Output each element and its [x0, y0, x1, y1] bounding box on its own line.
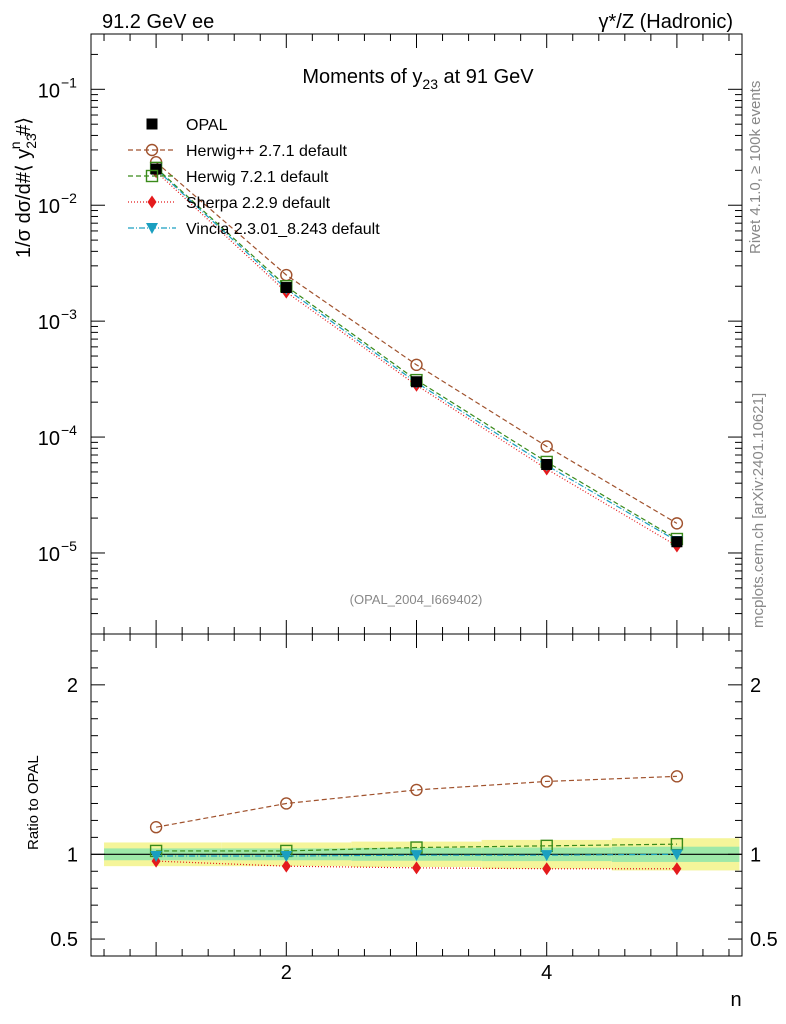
ratio-series-group	[149, 770, 684, 876]
ratio-series-line	[155, 775, 677, 828]
series-marker	[146, 223, 158, 234]
ratio-y-tick-label-right: 1	[750, 844, 761, 866]
x-tick-label: 2	[281, 962, 292, 984]
series-marker	[411, 376, 422, 388]
series-marker	[150, 163, 162, 175]
chart-title-sub: 23	[422, 76, 438, 92]
series-marker	[670, 849, 683, 861]
ratio-series-line	[156, 853, 677, 857]
ratio-series-line	[156, 843, 677, 852]
header-right: γ*/Z (Hadronic)	[599, 11, 733, 33]
main-y-axis-label: 1/σ dσ/d#⟨ y23n #⟩	[7, 117, 39, 258]
legend-label: Herwig 7.2.1 default	[186, 169, 329, 186]
series-line	[155, 161, 678, 524]
legend: OPAL Herwig++ 2.7.1 default Herwig 7.2.1 d…	[128, 117, 380, 238]
series-marker	[280, 282, 292, 294]
ratio-y-tick-label-right: 2	[750, 675, 761, 697]
series-marker	[540, 775, 553, 788]
y-tick-exponent: −1	[61, 74, 77, 90]
series-line	[155, 168, 678, 542]
ratio-y-tick-labels: 2 2 1 1 0.5 0.5	[50, 675, 778, 951]
series-marker	[670, 517, 684, 530]
series-marker	[145, 143, 159, 157]
x-axis-label: n	[730, 989, 741, 1011]
series-marker	[410, 358, 423, 372]
series-marker	[147, 195, 157, 209]
main-y-tick-labels: 10−110−210−310−410−5	[38, 74, 77, 566]
mcplots-label: mcplots.cern.ch [arXiv:2401.10621]	[750, 393, 767, 628]
legend-label: OPAL	[186, 117, 228, 134]
ratio-y-tick-label-left: 0.5	[50, 929, 78, 951]
series-marker	[671, 536, 683, 548]
y-tick-label: 10	[38, 80, 60, 102]
series-marker	[542, 862, 552, 876]
analysis-id: (OPAL_2004_I669402)	[350, 592, 483, 607]
y-tick-label: 10	[38, 196, 60, 218]
x-tick-label: 4	[541, 962, 552, 984]
series-marker	[410, 783, 423, 797]
y-tick-exponent: −4	[61, 422, 77, 438]
series-marker	[670, 770, 684, 783]
ratio-y-tick-label-left: 2	[67, 675, 78, 697]
ratio-y-axis-label: Ratio to OPAL	[25, 755, 42, 850]
series-marker	[672, 862, 682, 876]
series-marker	[280, 851, 293, 863]
y-tick-exponent: −5	[61, 538, 77, 554]
y-tick-label: 10	[38, 428, 60, 450]
series-marker	[412, 861, 421, 875]
series-marker	[541, 458, 553, 470]
header-left: 91.2 GeV ee	[102, 11, 214, 33]
y-tick-exponent: −2	[61, 190, 77, 206]
rivet-version-label: Rivet 4.1.0, ≥ 100k events	[747, 81, 764, 254]
legend-label: Vincia 2.3.01_8.243 default	[186, 221, 380, 238]
series-marker	[540, 440, 553, 453]
series-marker	[540, 850, 553, 862]
chart-title-pre: Moments of y	[302, 66, 422, 88]
chart-title: Moments of y23 at 91 GeV	[302, 66, 534, 92]
series-marker	[149, 821, 163, 834]
ratio-y-tick-label-left: 1	[67, 844, 78, 866]
series-marker	[281, 859, 291, 873]
series-marker	[146, 118, 158, 130]
chart-title-post: at 91 GeV	[438, 66, 534, 88]
y-tick-exponent: −3	[61, 306, 77, 322]
axis-ticks	[91, 34, 742, 956]
series-marker	[145, 169, 159, 183]
series-marker	[410, 850, 423, 862]
legend-label: Sherpa 2.2.9 default	[186, 195, 331, 212]
main-series-group	[149, 156, 684, 553]
y-tick-label: 10	[38, 544, 60, 566]
legend-label: Herwig++ 2.7.1 default	[186, 143, 348, 160]
y-tick-label: 10	[38, 312, 60, 334]
ratio-y-tick-label-right: 0.5	[750, 929, 778, 951]
series-marker	[150, 851, 163, 863]
series-marker	[280, 797, 293, 810]
